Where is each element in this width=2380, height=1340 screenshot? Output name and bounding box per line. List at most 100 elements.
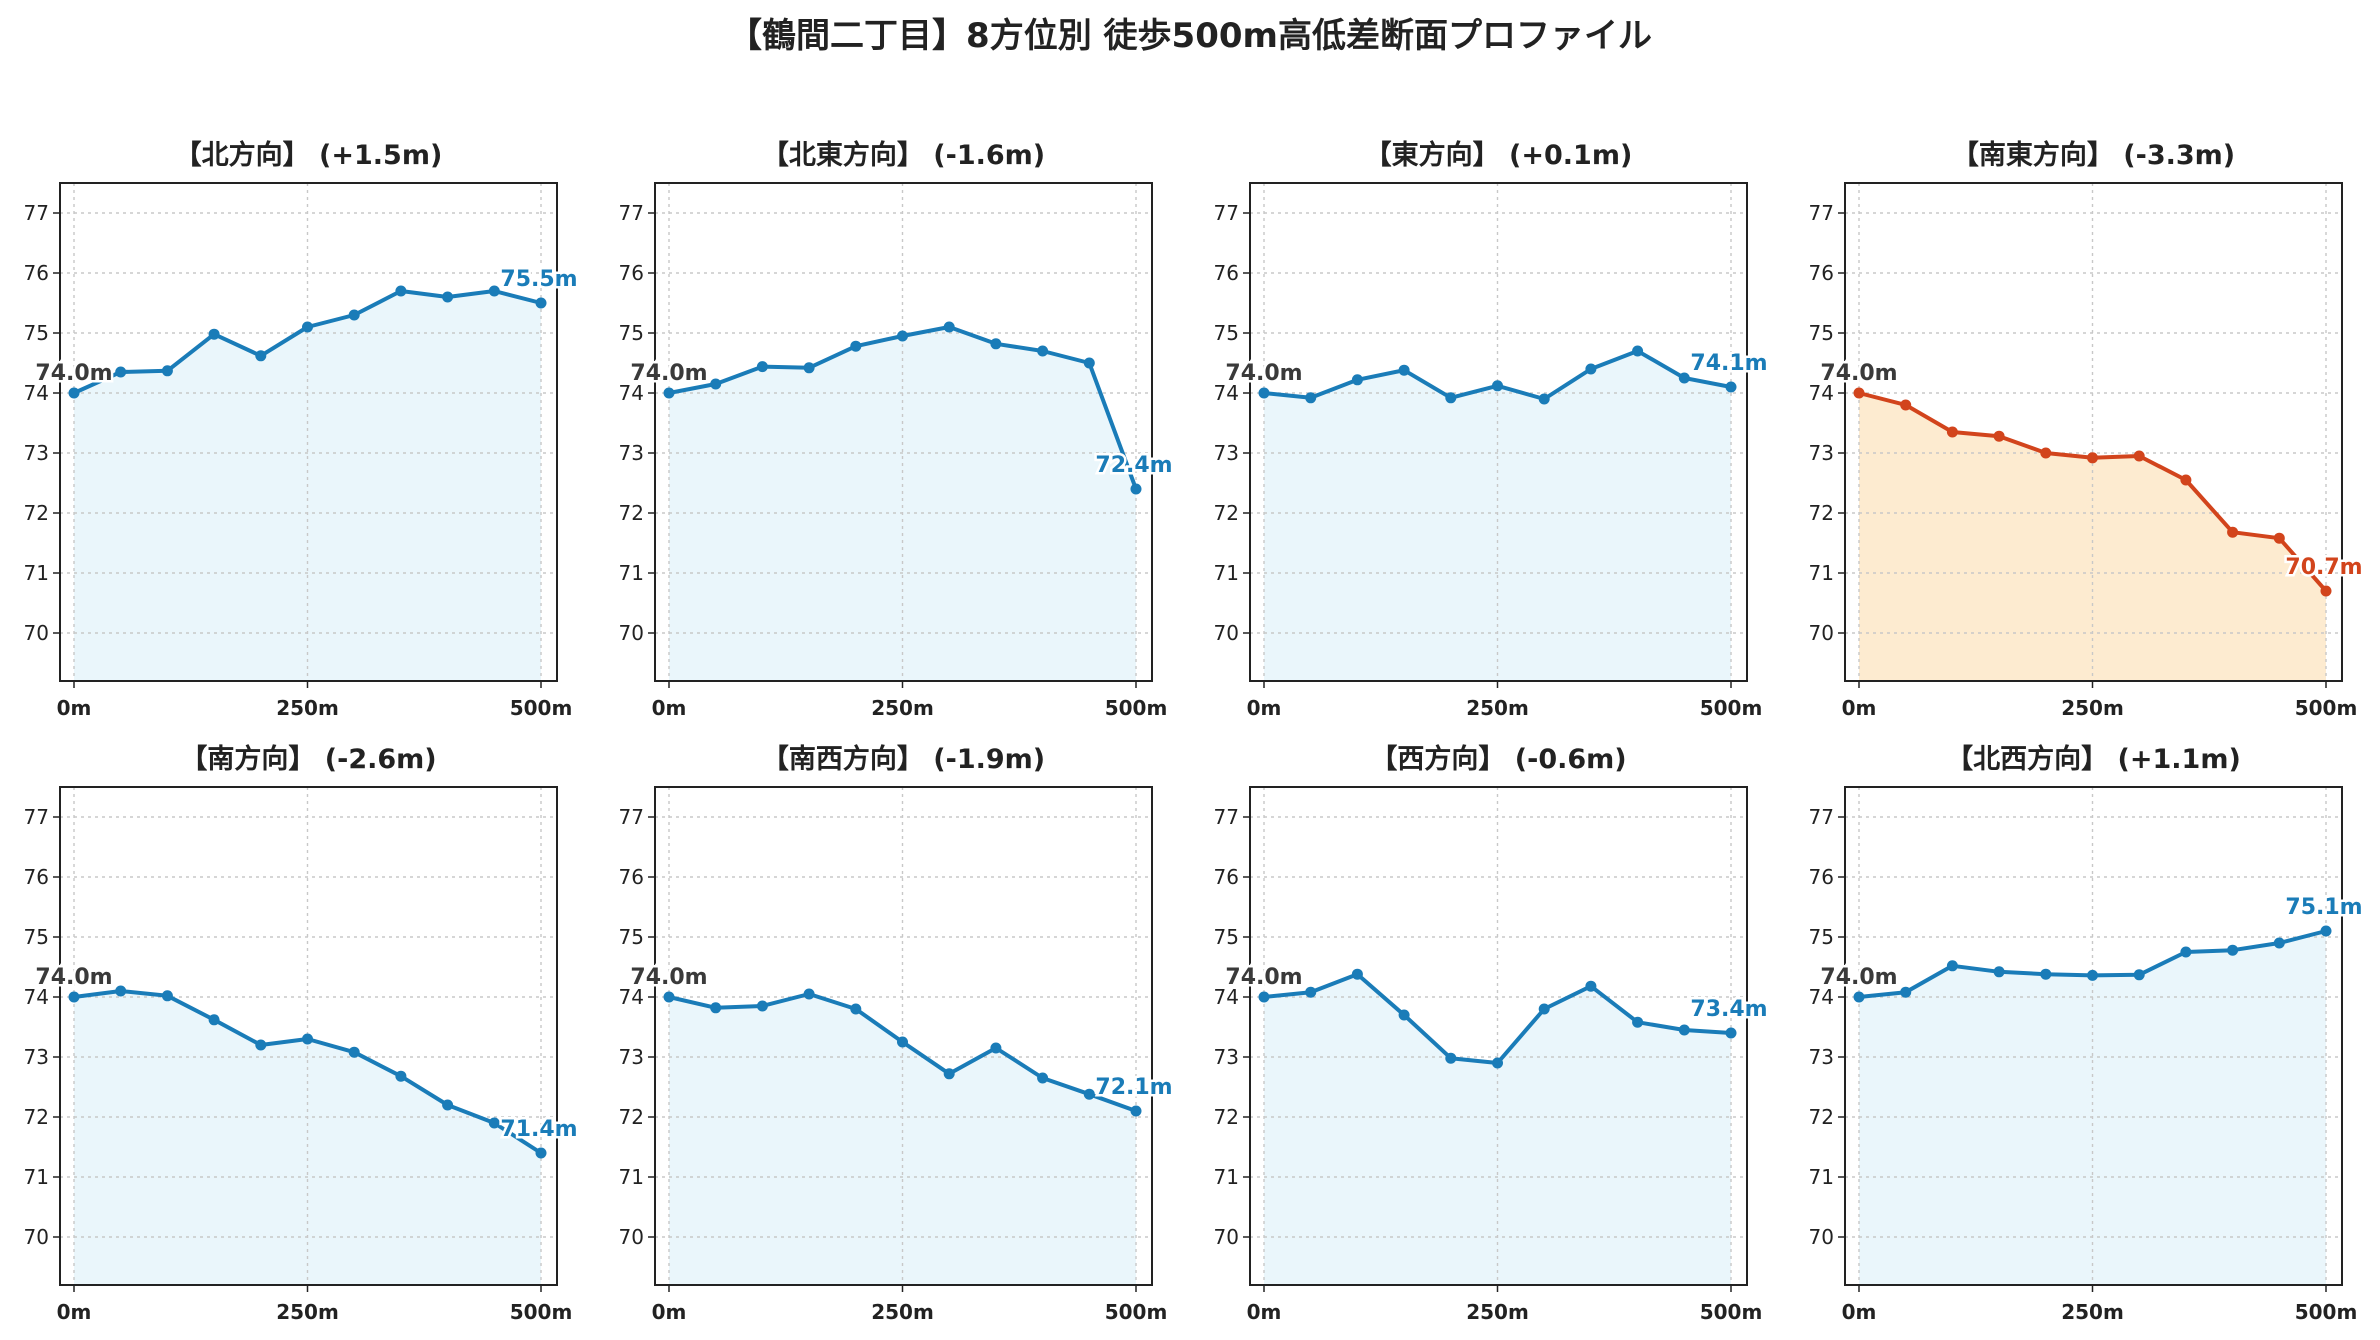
data-point xyxy=(1083,357,1095,369)
y-tick-label: 70 xyxy=(1809,621,1834,645)
data-point xyxy=(1258,387,1270,399)
y-tick-label: 71 xyxy=(619,561,644,585)
y-tick-label: 76 xyxy=(24,865,49,889)
axes-frame xyxy=(1249,182,1748,682)
data-point xyxy=(1037,1072,1049,1084)
data-point xyxy=(488,285,500,297)
y-tick-label: 77 xyxy=(1809,805,1834,829)
y-tick-label: 76 xyxy=(619,865,644,889)
y-tick-label: 73 xyxy=(1809,441,1834,465)
y-tick-label: 73 xyxy=(619,441,644,465)
data-point xyxy=(990,338,1002,350)
subplot-2: 70 71 72 73 74 75 76 77 0m 250m 500m 74.0m 72.4m 【北東方… xyxy=(619,139,1176,720)
y-tick-label: 72 xyxy=(1809,501,1834,525)
y-tick-label: 70 xyxy=(619,1225,644,1249)
data-point xyxy=(756,361,768,373)
x-tick-label: 0m xyxy=(57,1300,92,1324)
data-point xyxy=(1632,1016,1644,1028)
y-tick-label: 71 xyxy=(1809,1165,1834,1189)
end-elevation-label: 72.4m xyxy=(1095,453,1172,478)
y-tick-label: 74 xyxy=(1809,381,1834,405)
y-tick-label: 70 xyxy=(1214,621,1239,645)
data-point xyxy=(68,991,80,1003)
x-tick-label: 500m xyxy=(2295,696,2358,720)
x-tick-label: 0m xyxy=(1842,1300,1877,1324)
start-elevation-label: 74.0m xyxy=(1225,965,1302,990)
y-tick-label: 77 xyxy=(24,201,49,225)
y-tick-label: 74 xyxy=(24,985,49,1009)
area-fill xyxy=(1859,393,2326,681)
data-point xyxy=(1725,1027,1737,1039)
data-point xyxy=(208,328,220,340)
y-tick-label: 75 xyxy=(619,321,644,345)
subplot-8: 70 71 72 73 74 75 76 77 0m 250m 500m 74.0m 75.1m 【北西方… xyxy=(1809,743,2366,1324)
data-point xyxy=(1492,380,1503,392)
x-tick-label: 0m xyxy=(1247,696,1282,720)
end-elevation-label: 72.1m xyxy=(1095,1075,1172,1100)
data-point xyxy=(850,1003,862,1015)
y-tick-label: 70 xyxy=(1214,1225,1239,1249)
start-elevation-label: 74.0m xyxy=(1820,361,1897,386)
data-point xyxy=(488,1117,500,1129)
y-tick-label: 75 xyxy=(24,925,49,949)
data-point xyxy=(1585,363,1597,375)
axes-frame xyxy=(654,182,1153,682)
y-tick-label: 72 xyxy=(1214,501,1239,525)
subplot-title: 【東方向】 (+0.1m) xyxy=(1365,139,1633,171)
y-tick-label: 71 xyxy=(24,561,49,585)
data-point xyxy=(1083,1088,1095,1100)
y-tick-label: 75 xyxy=(24,321,49,345)
x-tick-label: 500m xyxy=(1105,696,1168,720)
x-tick-label: 500m xyxy=(510,1300,573,1324)
subplot-5: 70 71 72 73 74 75 76 77 0m 250m 500m 74.0m 71.4m 【南方向… xyxy=(24,743,581,1324)
start-elevation-label: 74.0m xyxy=(1820,965,1897,990)
area-fill xyxy=(669,327,1136,681)
data-point xyxy=(756,1000,768,1012)
figure-title: 【鶴間二丁目】8方位別 徒歩500m高低差断面プロファイル xyxy=(728,16,1652,56)
data-point xyxy=(663,387,675,399)
y-tick-label: 71 xyxy=(1809,561,1834,585)
y-tick-label: 72 xyxy=(1809,1105,1834,1129)
data-point xyxy=(2040,447,2052,459)
data-point xyxy=(803,362,815,374)
x-tick-label: 250m xyxy=(276,696,339,720)
y-tick-label: 74 xyxy=(619,381,644,405)
data-point xyxy=(990,1042,1002,1054)
data-point xyxy=(1993,430,2005,442)
area-fill xyxy=(1859,931,2326,1285)
y-tick-label: 73 xyxy=(24,1045,49,1069)
y-tick-label: 74 xyxy=(24,381,49,405)
y-tick-label: 70 xyxy=(24,621,49,645)
data-point xyxy=(2180,946,2192,958)
y-tick-label: 76 xyxy=(1809,865,1834,889)
subplot-title: 【南西方向】 (-1.9m) xyxy=(762,743,1045,775)
x-tick-label: 500m xyxy=(510,696,573,720)
data-point xyxy=(2320,585,2332,597)
data-point xyxy=(115,366,127,378)
x-tick-label: 500m xyxy=(1105,1300,1168,1324)
data-point xyxy=(803,988,815,1000)
x-tick-label: 0m xyxy=(1247,1300,1282,1324)
data-point xyxy=(302,1033,313,1045)
data-point xyxy=(1492,1057,1503,1069)
y-tick-label: 76 xyxy=(619,261,644,285)
data-point xyxy=(68,387,80,399)
end-elevation-label: 70.7m xyxy=(2285,555,2362,580)
subplot-title: 【北方向】 (+1.5m) xyxy=(175,139,443,171)
end-elevation-label: 74.1m xyxy=(1690,351,1767,376)
y-tick-label: 74 xyxy=(1809,985,1834,1009)
x-tick-label: 250m xyxy=(1466,696,1529,720)
data-point xyxy=(2133,450,2145,462)
data-point xyxy=(1946,960,1958,972)
data-point xyxy=(2040,968,2052,980)
subplot-4: 70 71 72 73 74 75 76 77 0m 250m 500m 74.0m 70.7m 【南東方… xyxy=(1809,139,2366,720)
y-tick-label: 75 xyxy=(1809,925,1834,949)
axes-frame xyxy=(59,182,558,682)
x-tick-label: 0m xyxy=(57,696,92,720)
data-point xyxy=(710,1002,722,1014)
data-point xyxy=(1993,966,2005,978)
y-tick-label: 76 xyxy=(1214,865,1239,889)
area-fill xyxy=(1264,351,1731,681)
data-point xyxy=(943,1068,955,1080)
